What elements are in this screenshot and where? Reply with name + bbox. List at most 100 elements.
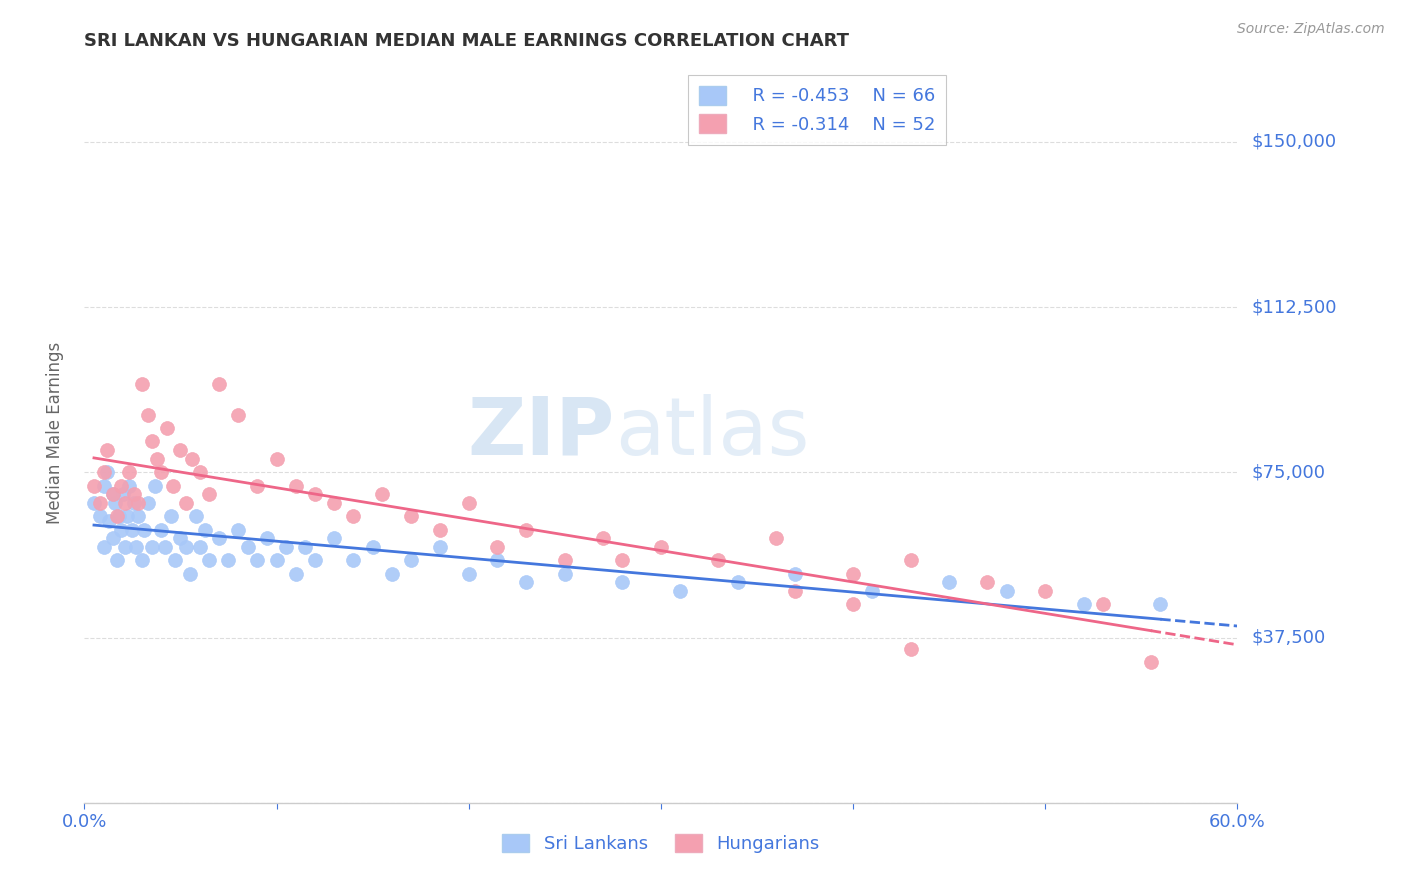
Point xyxy=(198,487,221,501)
Point xyxy=(457,566,479,581)
Point xyxy=(136,408,159,422)
Point xyxy=(153,540,176,554)
Point xyxy=(110,478,132,492)
Point xyxy=(125,540,148,554)
Point xyxy=(127,496,149,510)
Point xyxy=(132,523,155,537)
Point xyxy=(1140,655,1163,669)
Text: SRI LANKAN VS HUNGARIAN MEDIAN MALE EARNINGS CORRELATION CHART: SRI LANKAN VS HUNGARIAN MEDIAN MALE EARN… xyxy=(84,32,849,50)
Text: $112,500: $112,500 xyxy=(1251,298,1337,316)
Point xyxy=(162,478,184,492)
Point xyxy=(188,465,211,479)
Point xyxy=(284,566,307,581)
Point xyxy=(707,553,730,567)
Point xyxy=(266,553,288,567)
Point xyxy=(554,553,576,567)
Point xyxy=(115,509,138,524)
Point xyxy=(181,452,204,467)
Point xyxy=(457,496,479,510)
Point xyxy=(976,575,998,590)
Point xyxy=(141,434,163,449)
Point xyxy=(256,532,278,546)
Point xyxy=(117,478,139,492)
Point xyxy=(842,566,865,581)
Text: $37,500: $37,500 xyxy=(1251,629,1326,647)
Point xyxy=(246,478,269,492)
Point xyxy=(342,553,364,567)
Point xyxy=(163,553,186,567)
Point xyxy=(727,575,749,590)
Point xyxy=(103,487,124,501)
Point xyxy=(174,540,197,554)
Point xyxy=(399,553,422,567)
Point xyxy=(429,523,451,537)
Point xyxy=(612,575,634,590)
Point xyxy=(160,509,183,524)
Point xyxy=(1073,598,1095,612)
Point xyxy=(938,575,960,590)
Point xyxy=(198,553,221,567)
Point xyxy=(124,496,146,510)
Point xyxy=(146,452,169,467)
Point xyxy=(304,487,326,501)
Point xyxy=(108,509,131,524)
Text: Source: ZipAtlas.com: Source: ZipAtlas.com xyxy=(1237,22,1385,37)
Point xyxy=(89,496,111,510)
Point xyxy=(114,496,136,510)
Y-axis label: Median Male Earnings: Median Male Earnings xyxy=(45,342,63,524)
Point xyxy=(98,514,121,528)
Point xyxy=(136,496,159,510)
Point xyxy=(226,408,249,422)
Point xyxy=(515,575,537,590)
Point xyxy=(83,478,105,492)
Point xyxy=(105,509,128,524)
Point xyxy=(554,566,576,581)
Point xyxy=(131,377,153,392)
Text: $150,000: $150,000 xyxy=(1251,133,1336,151)
Point xyxy=(117,465,139,479)
Point xyxy=(93,478,115,492)
Point xyxy=(127,509,149,524)
Point xyxy=(150,523,173,537)
Point xyxy=(93,465,115,479)
Point xyxy=(184,509,207,524)
Point xyxy=(1033,584,1056,599)
Point xyxy=(323,496,346,510)
Point xyxy=(218,553,240,567)
Point xyxy=(169,443,191,458)
Point xyxy=(188,540,211,554)
Point xyxy=(1149,598,1171,612)
Point xyxy=(276,540,298,554)
Point xyxy=(900,553,922,567)
Point xyxy=(114,540,136,554)
Text: ZIP: ZIP xyxy=(467,393,614,472)
Point xyxy=(515,523,537,537)
Point xyxy=(304,553,326,567)
Point xyxy=(150,465,173,479)
Point xyxy=(429,540,451,554)
Point xyxy=(208,532,231,546)
Point xyxy=(842,598,865,612)
Point xyxy=(110,523,132,537)
Point xyxy=(995,584,1018,599)
Point xyxy=(104,496,127,510)
Point xyxy=(284,478,307,492)
Point xyxy=(194,523,217,537)
Point xyxy=(145,478,167,492)
Point xyxy=(592,532,614,546)
Point xyxy=(294,540,316,554)
Point xyxy=(1091,598,1114,612)
Point xyxy=(103,532,124,546)
Point xyxy=(111,487,134,501)
Point xyxy=(860,584,883,599)
Point xyxy=(486,553,509,567)
Point xyxy=(105,553,128,567)
Point xyxy=(371,487,394,501)
Point xyxy=(399,509,422,524)
Point xyxy=(669,584,692,599)
Point xyxy=(103,487,124,501)
Point xyxy=(179,566,201,581)
Point xyxy=(96,443,118,458)
Point xyxy=(342,509,364,524)
Point xyxy=(121,523,143,537)
